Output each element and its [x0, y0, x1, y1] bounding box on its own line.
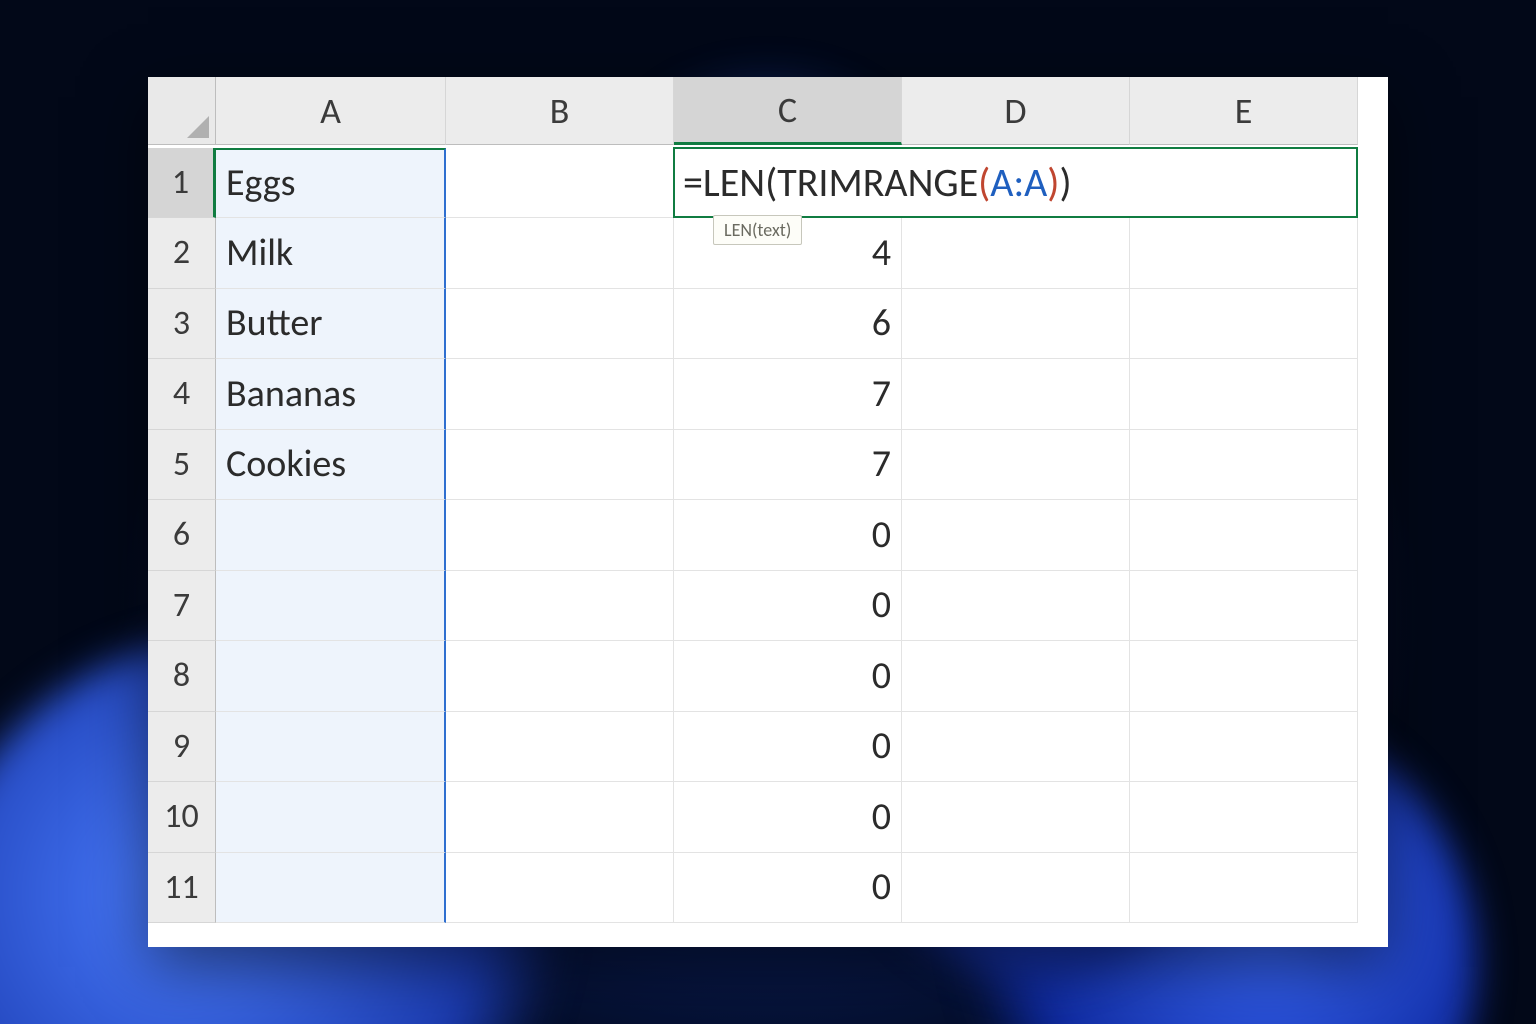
- cell-a1[interactable]: Eggs: [216, 148, 446, 219]
- cell-e3[interactable]: [1130, 289, 1358, 360]
- cell-d5[interactable]: [902, 430, 1130, 501]
- cell-e4[interactable]: [1130, 359, 1358, 430]
- col-header-b[interactable]: B: [446, 77, 674, 145]
- row-header-1[interactable]: 1: [148, 148, 216, 219]
- cell-d6[interactable]: [902, 500, 1130, 571]
- cell-b2[interactable]: [446, 218, 674, 289]
- cell-e11[interactable]: [1130, 853, 1358, 924]
- formula-segment: (: [978, 158, 990, 207]
- formula-segment: TRIMRANGE: [777, 158, 978, 207]
- formula-segment: ): [1047, 158, 1059, 207]
- cell-a3[interactable]: Butter: [216, 289, 446, 360]
- cell-c8[interactable]: 0: [674, 641, 902, 712]
- cell-c7[interactable]: 0: [674, 571, 902, 642]
- cell-c11[interactable]: 0: [674, 853, 902, 924]
- row-header-5[interactable]: 5: [148, 430, 216, 501]
- spreadsheet-window: A B C D E 1 Eggs =LEN( TRIMRANGE ( A:A )…: [148, 77, 1388, 947]
- row-header-9[interactable]: 9: [148, 712, 216, 783]
- cell-d10[interactable]: [902, 782, 1130, 853]
- cell-e8[interactable]: [1130, 641, 1358, 712]
- cell-c10[interactable]: 0: [674, 782, 902, 853]
- col-header-e[interactable]: E: [1130, 77, 1358, 145]
- cell-b3[interactable]: [446, 289, 674, 360]
- cell-d4[interactable]: [902, 359, 1130, 430]
- col-header-a[interactable]: A: [216, 77, 446, 145]
- cell-c1-editing[interactable]: =LEN( TRIMRANGE ( A:A ) ): [673, 147, 1358, 219]
- row-header-7[interactable]: 7: [148, 571, 216, 642]
- cell-b4[interactable]: [446, 359, 674, 430]
- cell-c3[interactable]: 6: [674, 289, 902, 360]
- cell-e10[interactable]: [1130, 782, 1358, 853]
- cell-a7[interactable]: [216, 571, 446, 642]
- cell-b8[interactable]: [446, 641, 674, 712]
- row-header-4[interactable]: 4: [148, 359, 216, 430]
- cell-a10[interactable]: [216, 782, 446, 853]
- cell-a2[interactable]: Milk: [216, 218, 446, 289]
- cell-a8[interactable]: [216, 641, 446, 712]
- cell-b5[interactable]: [446, 430, 674, 501]
- spreadsheet-grid[interactable]: A B C D E 1 Eggs =LEN( TRIMRANGE ( A:A )…: [148, 77, 1388, 923]
- cell-e2[interactable]: [1130, 218, 1358, 289]
- cell-e9[interactable]: [1130, 712, 1358, 783]
- cell-a5[interactable]: Cookies: [216, 430, 446, 501]
- cell-b10[interactable]: [446, 782, 674, 853]
- cell-c4[interactable]: 7: [674, 359, 902, 430]
- row-header-10[interactable]: 10: [148, 782, 216, 853]
- select-all-corner[interactable]: [148, 77, 216, 145]
- cell-d2[interactable]: [902, 218, 1130, 289]
- cell-c5[interactable]: 7: [674, 430, 902, 501]
- cell-c9[interactable]: 0: [674, 712, 902, 783]
- cell-b11[interactable]: [446, 853, 674, 924]
- cell-a4[interactable]: Bananas: [216, 359, 446, 430]
- formula-segment: A:A: [990, 158, 1047, 207]
- cell-c6[interactable]: 0: [674, 500, 902, 571]
- cell-d11[interactable]: [902, 853, 1130, 924]
- cell-e5[interactable]: [1130, 430, 1358, 501]
- row-header-6[interactable]: 6: [148, 500, 216, 571]
- cell-e6[interactable]: [1130, 500, 1358, 571]
- cell-b6[interactable]: [446, 500, 674, 571]
- formula-segment: ): [1059, 158, 1071, 207]
- cell-a11[interactable]: [216, 853, 446, 924]
- cell-e7[interactable]: [1130, 571, 1358, 642]
- cell-b1[interactable]: [446, 148, 674, 219]
- col-header-c[interactable]: C: [674, 77, 902, 145]
- row-header-8[interactable]: 8: [148, 641, 216, 712]
- cell-d9[interactable]: [902, 712, 1130, 783]
- cell-d3[interactable]: [902, 289, 1130, 360]
- cell-a9[interactable]: [216, 712, 446, 783]
- row-header-2[interactable]: 2: [148, 218, 216, 289]
- cell-d7[interactable]: [902, 571, 1130, 642]
- row-header-11[interactable]: 11: [148, 853, 216, 924]
- formula-segment: =LEN(: [683, 158, 777, 207]
- cell-d8[interactable]: [902, 641, 1130, 712]
- col-header-d[interactable]: D: [902, 77, 1130, 145]
- cell-a6[interactable]: [216, 500, 446, 571]
- cell-b7[interactable]: [446, 571, 674, 642]
- cell-b9[interactable]: [446, 712, 674, 783]
- function-tooltip: LEN(text): [713, 215, 802, 245]
- row-header-3[interactable]: 3: [148, 289, 216, 360]
